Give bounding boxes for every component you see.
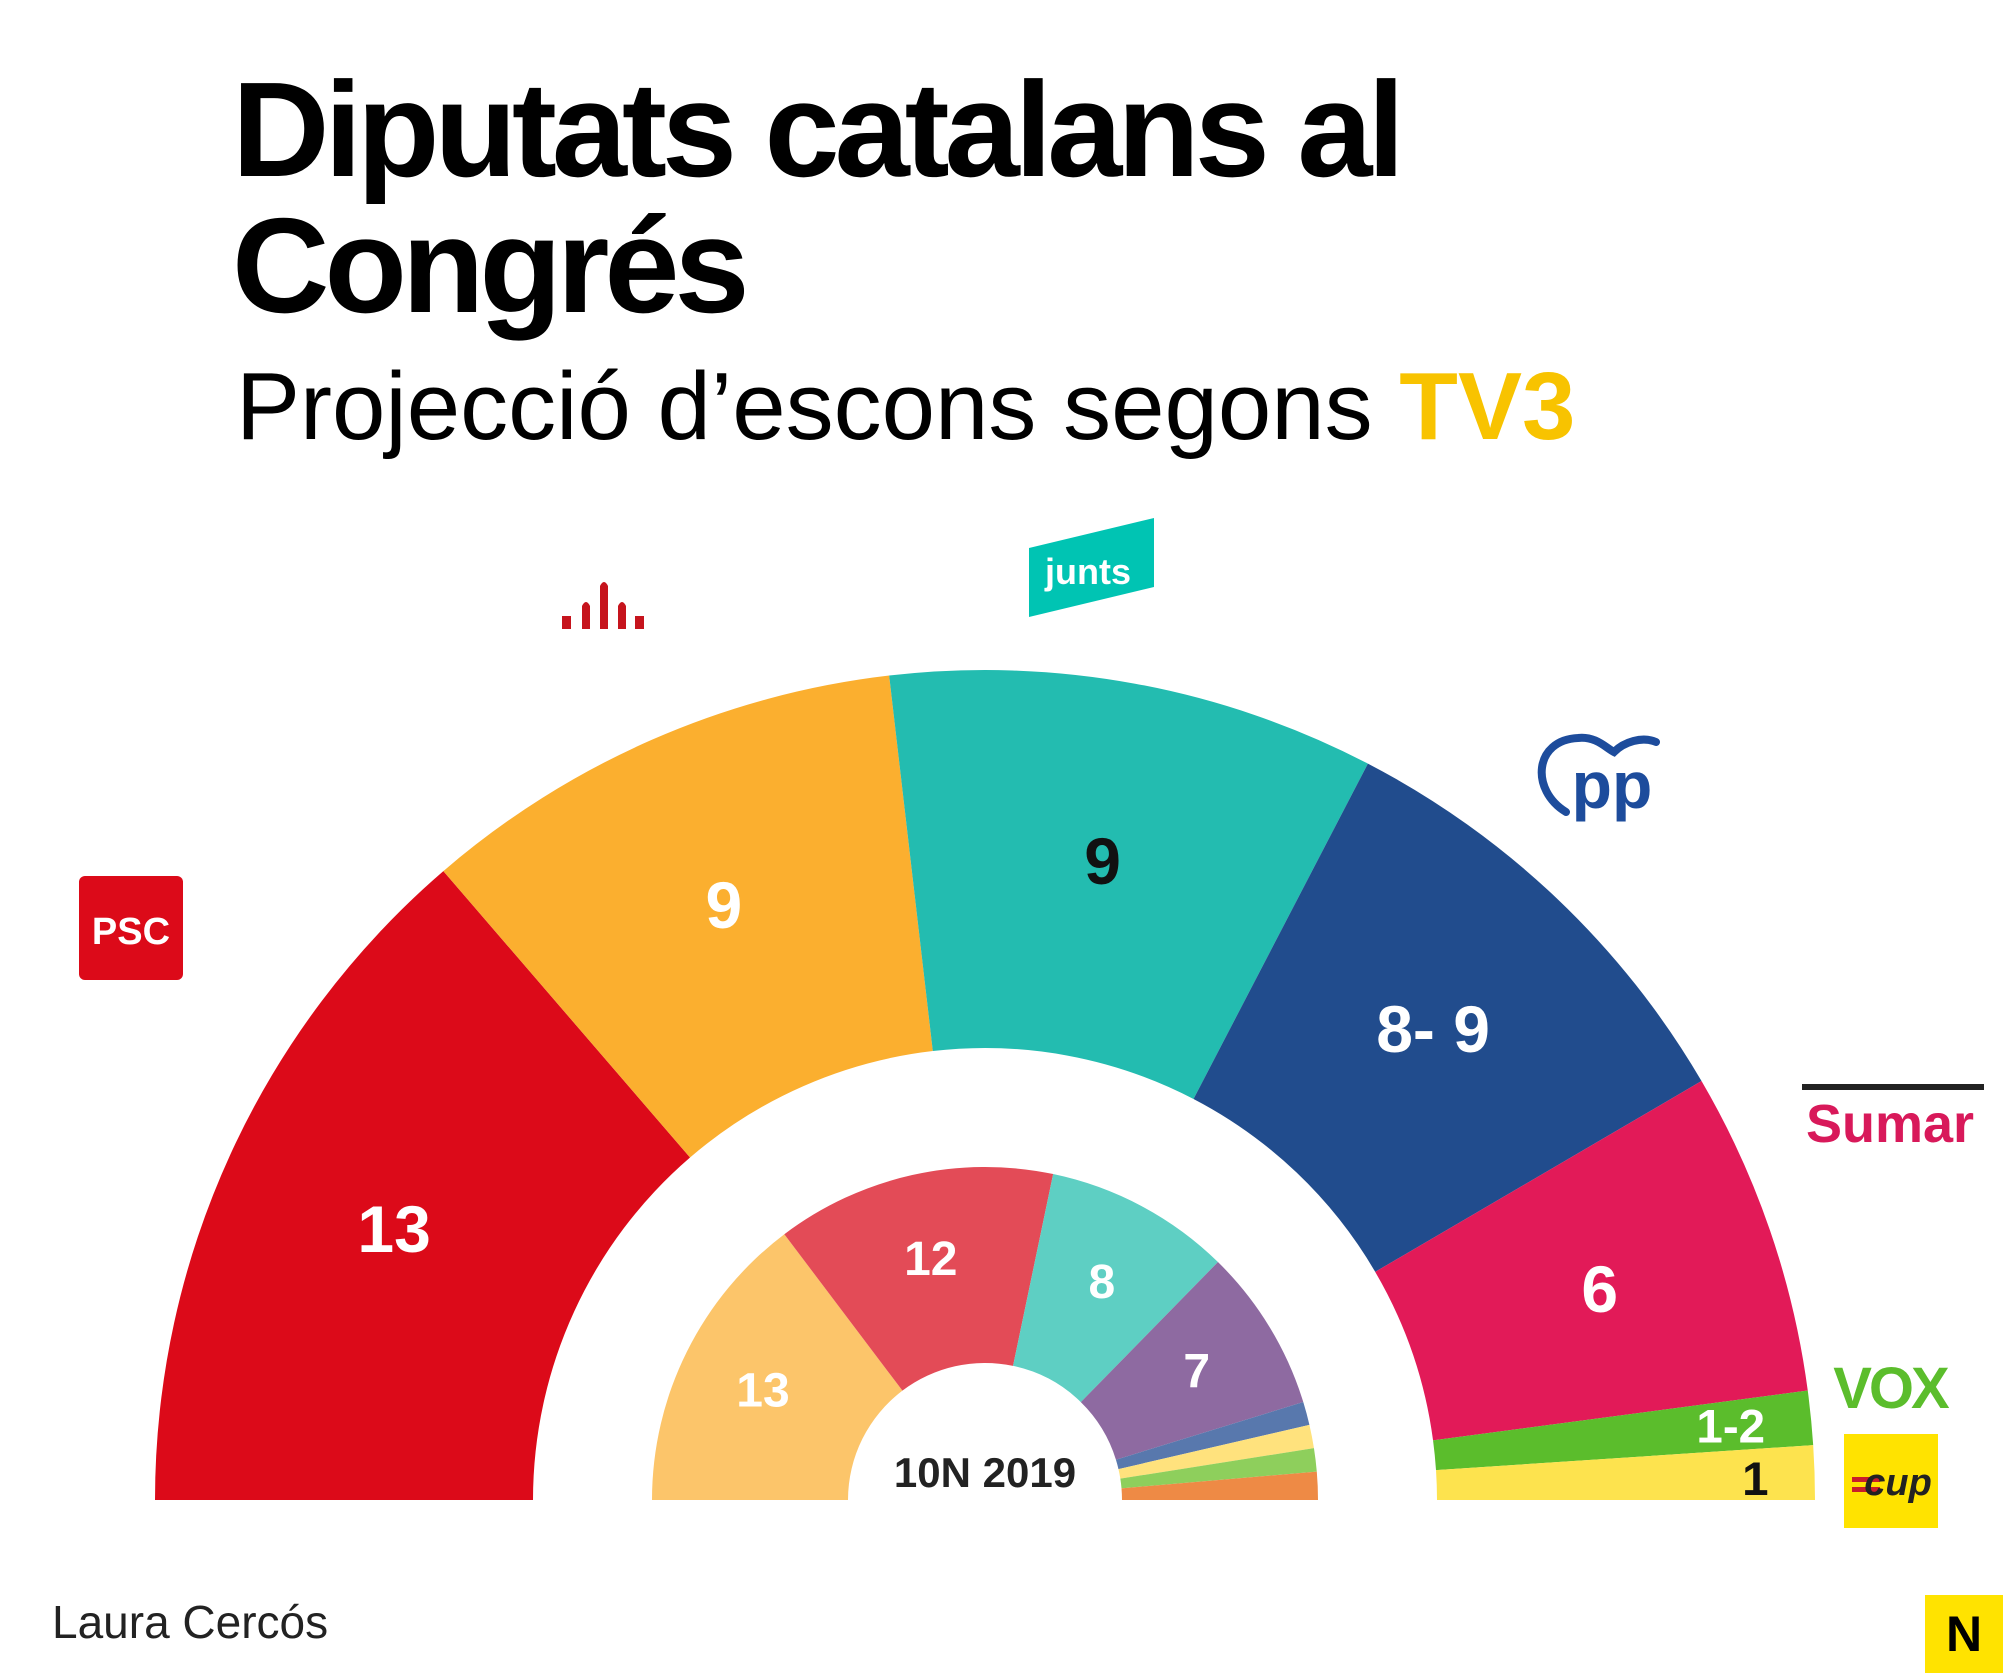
psc-logo: PSC: [79, 876, 183, 980]
outer-label-sumar: 6: [1581, 1252, 1618, 1326]
svg-text:junts: junts: [1044, 551, 1131, 592]
outer-label-junts: 9: [1084, 824, 1121, 898]
subtitle-text: Projecció d’escons segons: [236, 353, 1373, 460]
outer-sector-pp: [1193, 763, 1702, 1272]
junts-logo: junts: [1029, 518, 1154, 617]
svg-text:pp: pp: [1572, 748, 1653, 822]
outer-sector-junts: [889, 670, 1368, 1099]
inner-chart-caption: 10N 2019: [894, 1449, 1076, 1496]
inner-sector-3: [1080, 1262, 1304, 1460]
pp-logo: pp: [1537, 733, 1660, 822]
subtitle-highlight: TV3: [1399, 353, 1576, 460]
inner-label-0: 13: [736, 1364, 789, 1417]
erc-logo: [562, 582, 644, 629]
outer-sector-psc: [155, 871, 691, 1500]
outer-label-pp: 8- 9: [1376, 992, 1490, 1066]
chart-title: Diputats catalans al Congrés: [232, 54, 1405, 341]
inner-sector-4: [1115, 1402, 1310, 1470]
brand-logo: N: [1925, 1595, 2003, 1673]
svg-text:cup: cup: [1864, 1462, 1932, 1504]
chart-subtitle: Projecció d’escons segons TV3: [236, 352, 1575, 462]
cup-logo: cup: [1844, 1434, 1938, 1528]
inner-sector-1: [784, 1167, 1054, 1391]
inner-sector-5: [1118, 1424, 1314, 1479]
inner-sector-2: [1013, 1174, 1218, 1403]
outer-label-vox: 1-2: [1696, 1400, 1765, 1453]
svg-text:Sumar: Sumar: [1806, 1094, 1974, 1154]
outer-sector-erc: [443, 675, 933, 1158]
inner-sector-6: [1120, 1448, 1317, 1489]
svg-text:VOX: VOX: [1833, 1356, 1950, 1421]
inner-label-2: 8: [1088, 1256, 1115, 1309]
author-credit: Laura Cercós: [52, 1596, 329, 1648]
vox-logo: VOX: [1833, 1356, 1953, 1421]
inner-sector-7: [1121, 1471, 1318, 1500]
sumar-logo: Sumar: [1802, 1084, 1984, 1154]
outer-label-erc: 9: [706, 868, 743, 942]
outer-label-psc: 13: [357, 1192, 430, 1266]
inner-label-3: 7: [1183, 1346, 1210, 1399]
outer-sector-cup: [1436, 1445, 1815, 1500]
inner-sector-0: [652, 1234, 903, 1500]
outer-sector-sumar: [1375, 1081, 1808, 1441]
outer-label-cup: 1: [1742, 1453, 1768, 1506]
inner-label-1: 12: [904, 1233, 957, 1286]
outer-sector-vox: [1433, 1390, 1814, 1471]
svg-text:PSC: PSC: [92, 911, 170, 953]
